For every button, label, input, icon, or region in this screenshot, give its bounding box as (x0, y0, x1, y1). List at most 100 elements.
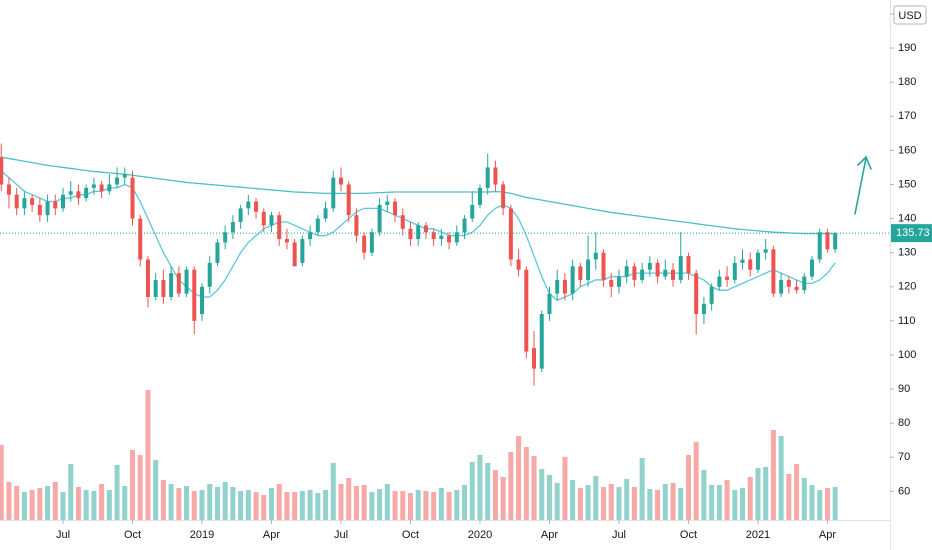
y-tick-label: 160 (898, 144, 916, 156)
currency-label: USD (898, 10, 921, 22)
candle-body (755, 252, 760, 270)
volume-bar (824, 488, 830, 520)
candle-body (616, 276, 621, 287)
volume-bar (809, 485, 815, 520)
candle-body (45, 201, 50, 216)
volume-bar (508, 452, 514, 520)
volume-bar (284, 492, 290, 520)
y-tick-label: 170 (898, 110, 916, 122)
candle-body (300, 239, 305, 263)
volume-bar (361, 485, 367, 520)
volume-bar (75, 487, 81, 520)
candle-body (470, 204, 475, 219)
candle-body (331, 177, 336, 209)
volume-bar (392, 491, 398, 520)
y-tick-label: 60 (898, 485, 910, 497)
volume-bar (415, 490, 421, 520)
candle-body (323, 208, 328, 219)
volume-bar (377, 489, 383, 520)
volume-bar (230, 487, 236, 520)
last-price-box (891, 224, 932, 243)
y-tick-label: 190 (898, 42, 916, 54)
candle-body (732, 262, 737, 280)
candle-body (786, 279, 791, 287)
moving-average-line (1, 156, 836, 235)
volume-bar (516, 436, 522, 520)
candle-body (68, 191, 73, 195)
candle-body (416, 225, 421, 240)
volume-bar (662, 484, 668, 520)
volume-bar (261, 495, 267, 520)
candle-body (393, 201, 398, 216)
candle-body (338, 177, 343, 185)
volume-bar (616, 487, 622, 520)
volume-bar (99, 484, 105, 520)
volume-bar (122, 486, 128, 520)
volume-bar (763, 467, 769, 520)
candle-body (601, 252, 606, 280)
candle-body (709, 286, 714, 304)
y-tick-label: 100 (898, 349, 916, 361)
candle-body (779, 279, 784, 294)
volume-bar (315, 493, 321, 520)
y-tick-label: 140 (898, 212, 916, 224)
candle-body (269, 215, 274, 226)
candle-body (655, 262, 660, 277)
volume-bar (6, 482, 12, 520)
candle-body (671, 269, 676, 280)
y-tick-label: 120 (898, 281, 916, 293)
volume-bar (199, 490, 205, 520)
candle-body (624, 266, 629, 277)
volume-bar (462, 485, 468, 520)
candle-body (0, 157, 4, 185)
volume-bar (485, 463, 491, 520)
candle-body (153, 279, 158, 297)
candle-body (37, 204, 42, 216)
x-tick-label: Oct (124, 529, 141, 541)
volume-bar (732, 490, 738, 520)
candle-body (794, 286, 799, 291)
candle-body (609, 279, 614, 287)
volume-bar (469, 462, 475, 520)
currency-box (893, 5, 927, 25)
volume-bar (292, 492, 298, 520)
volume-bar (492, 470, 498, 520)
candle-body (138, 218, 143, 260)
volume-bar (770, 430, 776, 520)
candle-body (493, 167, 498, 185)
candle-body (539, 314, 544, 369)
candle-body (122, 174, 127, 178)
volume-bar (786, 474, 792, 520)
candle-body (76, 191, 81, 199)
volume-bar (755, 468, 761, 520)
volume-bar (546, 475, 552, 520)
candle-body (717, 276, 722, 287)
volume-bar (268, 488, 274, 520)
candle-body (524, 269, 529, 352)
candle-body (385, 201, 390, 205)
candle-body (431, 232, 436, 240)
volume-bar (106, 490, 112, 520)
volume-bar (130, 450, 136, 520)
candle-body (802, 276, 807, 291)
candle-body (833, 233, 838, 250)
volume-bar (384, 484, 390, 520)
candle-body (439, 235, 444, 240)
volume-bar (191, 491, 197, 520)
axes: 60 70 80 90 100 110 120 130 140 150 160 170 180 190 20… (56, 8, 932, 541)
candle-body (261, 211, 266, 226)
candle-body (423, 225, 428, 233)
candle-body (184, 269, 189, 294)
candle-body (532, 348, 537, 369)
candle-body (115, 177, 120, 185)
volume-bar (176, 488, 182, 520)
y-tick-label: 180 (898, 76, 916, 88)
candle-body (462, 218, 467, 233)
candle-body (810, 259, 815, 277)
volume-bar (446, 492, 452, 520)
volume-bar (431, 492, 437, 520)
candle-body (238, 208, 243, 222)
volume-bar (608, 484, 614, 520)
volume-bar (330, 463, 336, 520)
